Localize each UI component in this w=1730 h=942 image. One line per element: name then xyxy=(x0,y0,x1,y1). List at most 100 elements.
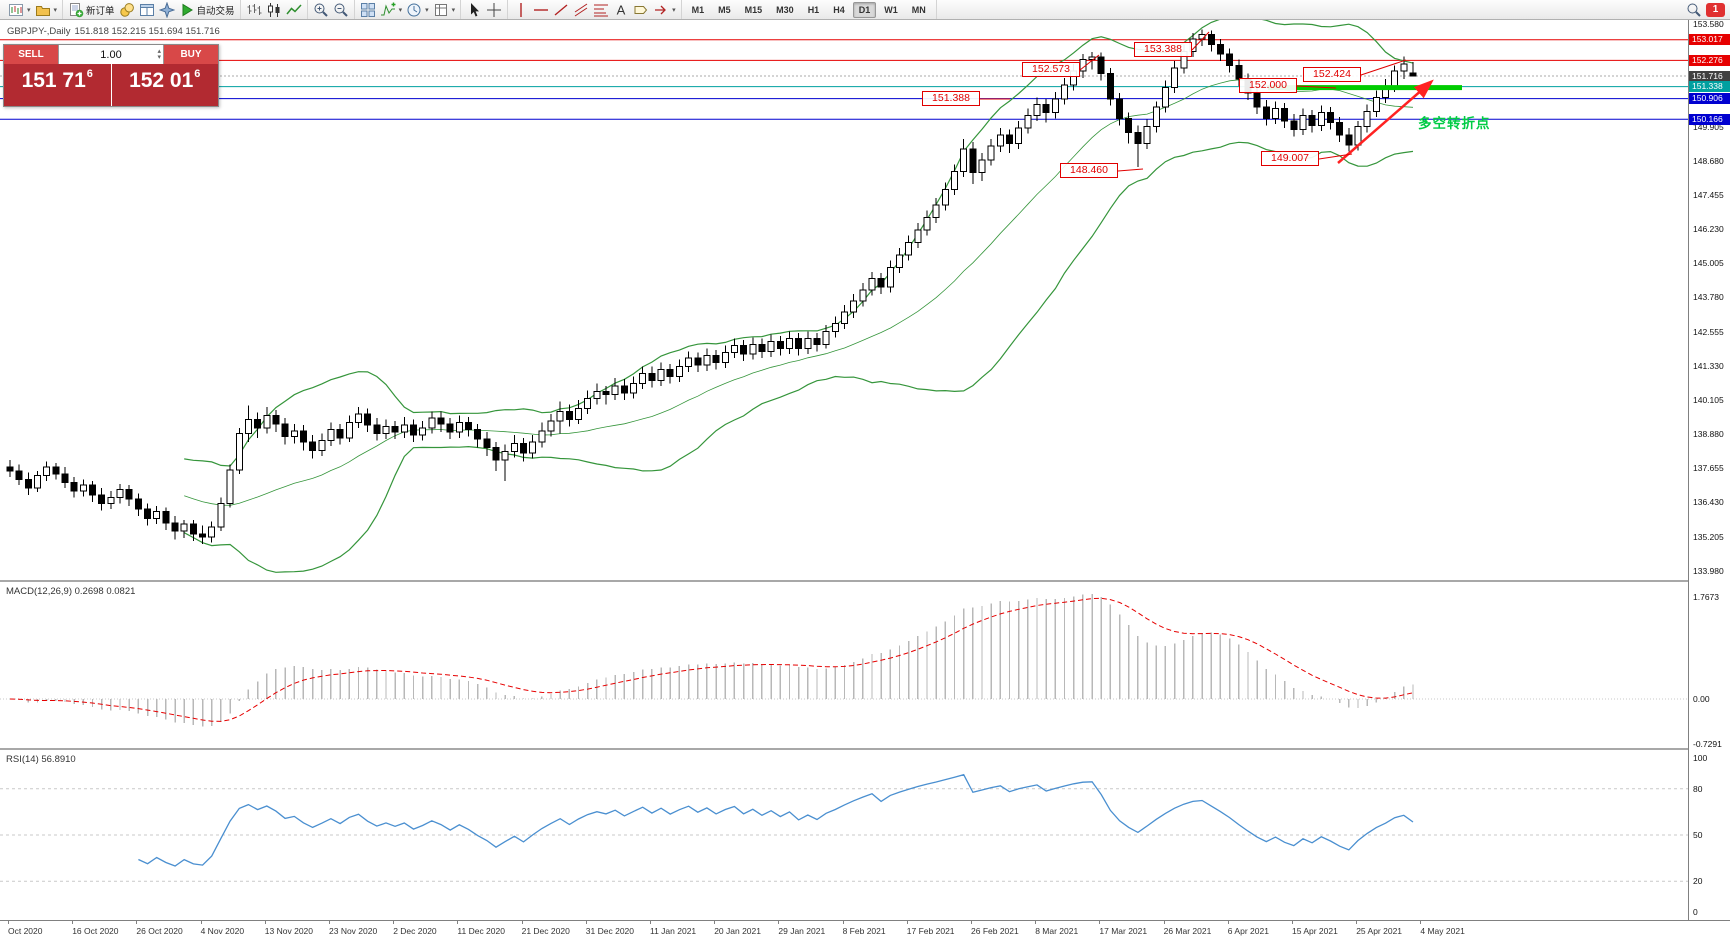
price-tag: 151.338 xyxy=(1689,81,1730,93)
price-scale[interactable]: 153.580 149.905 148.680 147.455 146.230 145.0… xyxy=(1688,19,1730,920)
date-label: 20 Jan 2021 xyxy=(714,926,761,936)
date-axis[interactable]: Oct 2020 16 Oct 2020 26 Oct 2020 4 Nov 2020… xyxy=(0,920,1730,942)
timeframe-d1[interactable]: D1 xyxy=(852,1,877,18)
tile-windows-button[interactable] xyxy=(358,1,378,18)
toolbar-group-windows: ▾ ▾ ▾ xyxy=(355,0,462,19)
macd-panel[interactable]: MACD(12,26,9) 0.2698 0.0821 xyxy=(0,582,1688,748)
data-window-icon xyxy=(139,2,155,18)
date-tick xyxy=(200,921,202,924)
fibonacci-icon xyxy=(593,2,609,18)
rsi-scale-label: 80 xyxy=(1693,783,1703,794)
symbol-header: GBPJPY-,Daily 151.818 152.215 151.694 151… xyxy=(7,26,224,37)
date-label: 26 Oct 2020 xyxy=(136,926,183,936)
support-segment xyxy=(1268,85,1462,91)
fibonacci-button[interactable] xyxy=(591,1,611,18)
profiles-button[interactable]: ▾ xyxy=(33,1,60,18)
sell-price-button[interactable]: 151 71 6 xyxy=(4,64,111,106)
volume-input[interactable]: 1.00 ▴ ▾ xyxy=(58,45,164,64)
timeframe-m15[interactable]: M15 xyxy=(744,4,763,15)
macd-scale-label: 0.00 xyxy=(1693,694,1710,704)
zoom-out-icon xyxy=(333,2,349,18)
arrows-icon xyxy=(653,2,669,18)
notification-badge[interactable]: 1 xyxy=(1706,2,1725,17)
dropdown-caret-icon[interactable]: ▾ xyxy=(451,6,456,14)
sell-button[interactable]: SELL xyxy=(4,45,58,64)
search-icon[interactable] xyxy=(1686,2,1702,18)
date-label: 8 Mar 2021 xyxy=(1035,926,1079,936)
price-tick: 137.655 xyxy=(1693,463,1724,474)
market-watch-icon xyxy=(119,2,135,18)
buy-button[interactable]: BUY xyxy=(164,45,218,64)
date-label: 4 Nov 2020 xyxy=(200,926,245,936)
crosshair-button[interactable] xyxy=(484,1,504,18)
line-chart-button[interactable] xyxy=(284,1,304,18)
buy-price-button[interactable]: 152 01 6 xyxy=(111,64,218,106)
date-label: 13 Nov 2020 xyxy=(264,926,313,936)
price-tag: 150.906 xyxy=(1689,93,1730,105)
cursor-button[interactable] xyxy=(464,1,484,18)
price-label-annotation[interactable]: 151.388 xyxy=(922,91,980,106)
rsi-panel[interactable]: RSI(14) 56.8910 xyxy=(0,750,1688,920)
rsi-canvas xyxy=(0,773,1688,882)
price-label-annotation[interactable]: 152.424 xyxy=(1303,67,1361,82)
timeframe-h1[interactable]: H1 xyxy=(807,4,820,15)
dropdown-caret-icon[interactable]: ▾ xyxy=(672,6,676,14)
macd-label: MACD(12,26,9) 0.2698 0.0821 xyxy=(6,586,136,597)
arrows-button[interactable]: ▾ xyxy=(651,1,678,18)
dropdown-caret-icon[interactable]: ▾ xyxy=(425,6,429,14)
timeframe-m1[interactable]: M1 xyxy=(691,4,705,15)
zoom-out-button[interactable] xyxy=(331,1,351,18)
trend-arrow xyxy=(1337,79,1434,164)
label-button[interactable] xyxy=(631,1,651,18)
data-window-button[interactable] xyxy=(137,1,157,18)
vline-button[interactable] xyxy=(511,1,531,18)
templates-icon xyxy=(433,2,449,18)
navigator-button[interactable] xyxy=(157,0,177,19)
timeframe-w1[interactable]: W1 xyxy=(884,4,898,15)
new-order-button[interactable]: 新订单 xyxy=(66,1,117,18)
dropdown-caret-icon[interactable]: ▾ xyxy=(53,6,58,14)
price-label-annotation[interactable]: 153.388 xyxy=(1134,42,1192,57)
date-tick xyxy=(521,921,523,924)
price-tick: 140.105 xyxy=(1693,394,1724,405)
bid-price-pip: 6 xyxy=(86,68,93,80)
date-label: 16 Oct 2020 xyxy=(72,926,119,936)
splitter-macd[interactable] xyxy=(0,580,1730,582)
market-watch-button[interactable] xyxy=(117,1,137,18)
trendline-button[interactable] xyxy=(551,1,571,18)
indicators-button[interactable]: ▾ xyxy=(378,1,405,18)
turning-point-note[interactable]: 多空转折点 xyxy=(1418,116,1491,131)
timeframe-mn[interactable]: MN xyxy=(911,4,926,15)
channel-button[interactable] xyxy=(571,1,591,18)
price-label-annotation[interactable]: 152.573 xyxy=(1022,62,1080,77)
timeframe-m5[interactable]: M5 xyxy=(718,4,731,15)
dropdown-caret-icon[interactable]: ▾ xyxy=(398,6,403,14)
timeframe-h4[interactable]: H4 xyxy=(833,4,845,15)
price-label-annotation[interactable]: 149.007 xyxy=(1261,151,1319,166)
rsi-label: RSI(14) 56.8910 xyxy=(6,754,76,765)
price-tick: 145.005 xyxy=(1693,258,1724,269)
price-label-annotation[interactable]: 148.460 xyxy=(1060,163,1118,178)
autotrading-button[interactable]: 自动交易 xyxy=(177,1,237,18)
periods-button[interactable]: ▾ xyxy=(404,1,431,18)
new-chart-button[interactable]: ▾ xyxy=(6,1,33,18)
candle-chart-button[interactable] xyxy=(264,1,284,18)
timeframe-m30[interactable]: M30 xyxy=(776,4,794,15)
templates-button[interactable]: ▾ xyxy=(431,1,458,18)
date-tick xyxy=(329,921,330,924)
price-tick: 149.905 xyxy=(1693,121,1724,132)
dropdown-caret-icon[interactable]: ▾ xyxy=(27,6,31,14)
main-chart[interactable]: GBPJPY-,Daily 151.818 152.215 151.694 151… xyxy=(0,20,1688,580)
text-button[interactable]: A xyxy=(611,1,631,18)
price-label-annotation[interactable]: 152.000 xyxy=(1239,78,1297,93)
splitter-rsi[interactable] xyxy=(0,748,1730,750)
periods-icon xyxy=(406,2,422,18)
toolbar-group-timeframes: M1 M5 M15 M30 H1 H4 D1 W1 MN xyxy=(682,0,937,19)
bar-chart-button[interactable] xyxy=(244,1,264,18)
volume-spinner[interactable]: ▴ ▾ xyxy=(157,47,161,61)
zoom-in-button[interactable] xyxy=(311,1,331,18)
hline-button[interactable] xyxy=(531,1,551,18)
date-tick xyxy=(1035,921,1037,924)
text-icon: A xyxy=(613,2,629,18)
rsi-line xyxy=(138,773,1414,867)
